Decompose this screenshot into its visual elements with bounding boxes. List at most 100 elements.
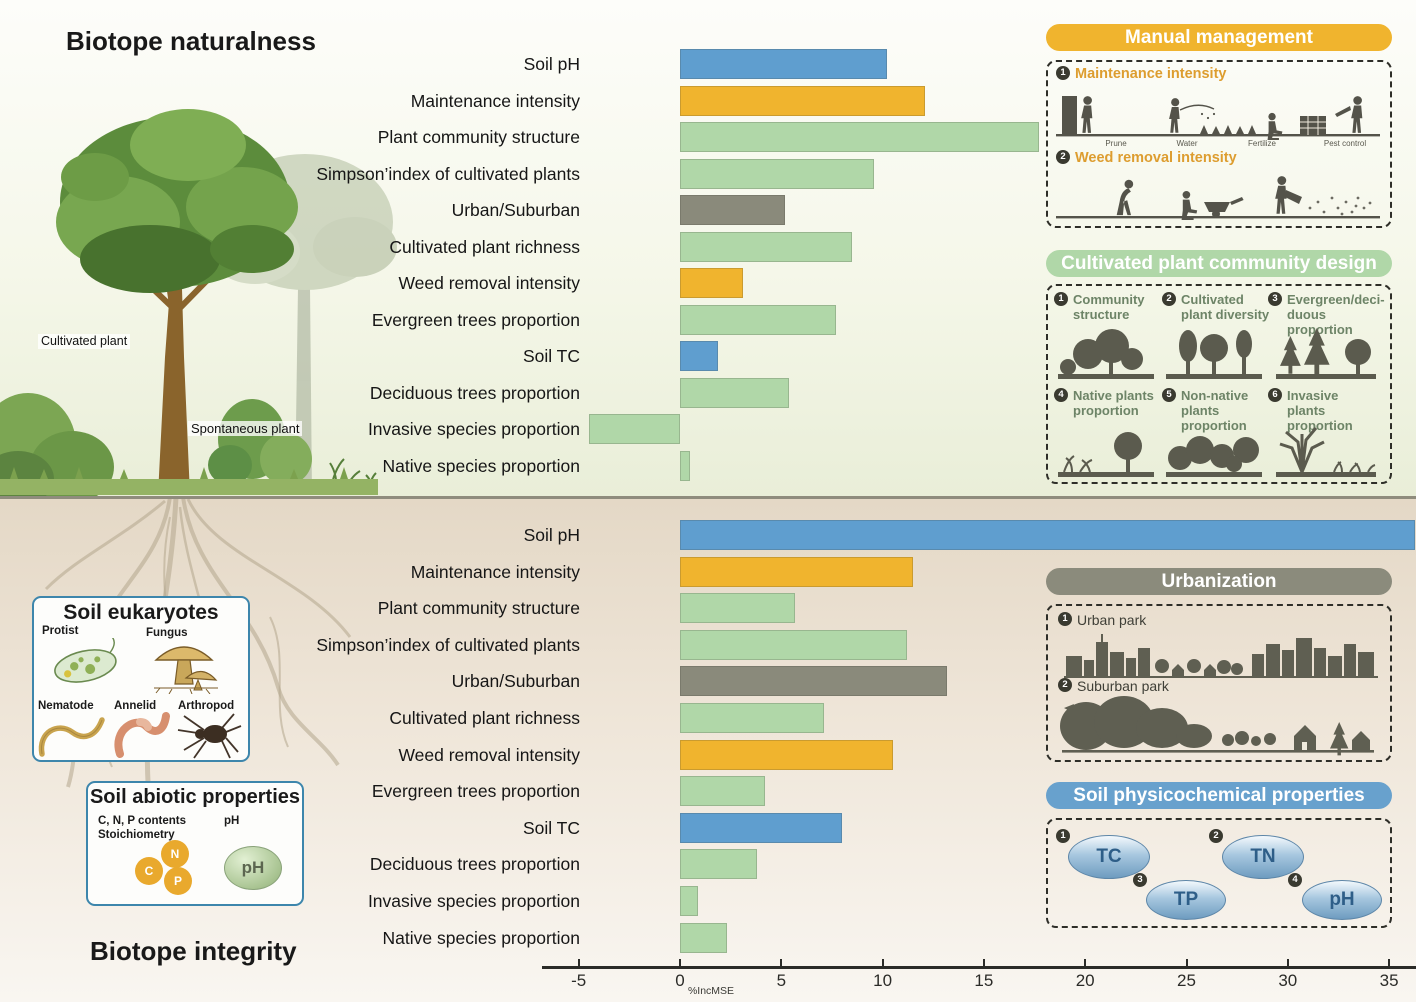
bar-soil-tc: [680, 812, 843, 843]
bar-category-label: Deciduous trees proportion: [369, 382, 580, 403]
design-item-label: Community structure: [1073, 292, 1145, 322]
native-plants-icon: [1058, 432, 1154, 477]
stoichiometry-label: Stoichiometry: [98, 829, 175, 841]
design-item-invasive-plants: 6 Invasive plants proportion: [1268, 388, 1386, 433]
design-item-community-structure: 1 Community structure: [1054, 292, 1172, 322]
axis-tick-mark: [881, 959, 884, 966]
manual-item-weed-removal: 2 Weed removal intensity: [1056, 150, 1237, 166]
design-item-native-plants: 4 Native plants proportion: [1054, 388, 1172, 418]
bar-urban-suburban: [680, 666, 948, 697]
weed-removal-silhouette-illustration: [1056, 176, 1380, 220]
cultivated-diversity-icon: [1166, 330, 1262, 379]
bar-invasive-species-proportion: [680, 886, 699, 916]
chem-ellipse-ph: pH: [1302, 880, 1382, 920]
carbon-circle: C: [135, 857, 163, 885]
bar-cultivated-plant-richness: [680, 231, 853, 262]
bar-category-label: Invasive species proportion: [367, 891, 580, 911]
urban-item-suburban-park: 2 Suburban park: [1058, 678, 1169, 694]
manual-item-label: Maintenance intensity: [1075, 66, 1227, 82]
item-number-badge: 2: [1058, 678, 1072, 692]
title-biotope-integrity: Biotope integrity: [90, 936, 297, 966]
fungus-label: Fungus: [146, 627, 188, 639]
community-structure-icon: [1058, 329, 1154, 379]
design-item-label: Non-native plants proportion: [1181, 388, 1249, 433]
bar-category-label: Weed removal intensity: [398, 744, 580, 765]
axis-tick-mark: [1084, 959, 1087, 966]
axis-tick-mark: [577, 959, 580, 966]
bar-urban-suburban: [680, 195, 786, 225]
bar-category-label: Simpson’index of cultivated plants: [316, 163, 580, 184]
item-number-badge: 1: [1056, 66, 1070, 80]
panel-header-plant-community-design: Cultivated plant community design: [1046, 250, 1392, 277]
soil-eukaryotes-title: Soil eukaryotes: [63, 601, 219, 624]
title-biotope-naturalness: Biotope naturalness: [66, 26, 316, 56]
axis-tick-label: 20: [1075, 971, 1095, 990]
bar-weed-removal-intensity: [680, 268, 743, 298]
urban-item-label: Urban park: [1077, 612, 1147, 628]
annelid-label: Annelid: [114, 700, 157, 712]
evergreen-deciduous-icon: [1276, 328, 1376, 379]
bar-category-label: Native species proportion: [382, 455, 580, 476]
nematode-label: Nematode: [38, 700, 94, 712]
axis-tick-label: 15: [974, 971, 994, 990]
bar-category-label: Weed removal intensity: [398, 273, 580, 293]
bar-weed-removal-intensity: [680, 739, 893, 770]
bar-simpson-index-of-cultivated-plants: [680, 629, 907, 660]
caption-prune: Prune: [1105, 139, 1127, 148]
arthropod-icon: [177, 713, 242, 759]
suburban-park-illustration: [1060, 696, 1374, 756]
annelid-icon: [114, 712, 170, 758]
axis-tick-label: -5: [571, 971, 587, 990]
bar-soil-ph: [680, 49, 887, 79]
trees-illustration: [0, 109, 397, 497]
bar-category-label: Soil pH: [523, 54, 580, 74]
panel-header-soil-physicochemical: Soil physicochemical properties: [1046, 782, 1392, 809]
panel-box-manual-management: [1046, 60, 1392, 228]
axis-tick-mark: [780, 959, 783, 966]
bar-category-label: Evergreen trees proportion: [371, 309, 580, 330]
soil-abiotic-title: Soil abiotic properties: [89, 786, 301, 808]
bar-category-label: Urban/Suburban: [451, 200, 580, 220]
axis-tick-mark: [679, 959, 681, 966]
item-number-badge: 4: [1288, 873, 1302, 887]
bar-evergreen-trees-proportion: [680, 776, 766, 807]
caption-fertilize: Fertilize: [1247, 139, 1276, 148]
item-number-badge: 3: [1133, 873, 1147, 887]
x-axis-line: [542, 966, 1416, 969]
bar-plant-community-structure: [680, 593, 796, 624]
bar-category-label: Maintenance intensity: [410, 561, 580, 582]
axis-tick-mark: [1185, 959, 1188, 966]
cultivated-plant-label: Cultivated plant: [38, 334, 131, 349]
bar-soil-tc: [680, 341, 719, 371]
bar-deciduous-trees-proportion: [680, 849, 757, 880]
axis-tick-label: 10: [873, 971, 893, 990]
manual-item-maintenance: 1 Maintenance intensity: [1056, 66, 1226, 82]
phosphorus-circle: P: [164, 867, 192, 895]
bar-category-label: Soil TC: [522, 346, 580, 366]
manual-item-label: Weed removal intensity: [1075, 150, 1237, 166]
bar-category-label: Soil pH: [523, 525, 580, 545]
item-number-badge: 3: [1268, 292, 1282, 306]
ground-divider: [0, 496, 1416, 499]
bar-native-species-proportion: [680, 922, 727, 953]
x-axis-label: %IncMSE: [687, 985, 735, 997]
bar-plant-community-structure: [680, 122, 1039, 152]
fungus-icon: [154, 646, 218, 694]
caption-water: Water: [1176, 139, 1198, 148]
design-item-non-native-plants: 5 Non-native plants proportion: [1162, 388, 1280, 433]
axis-tick-label: 30: [1278, 971, 1298, 990]
bar-invasive-species-proportion: [588, 414, 680, 444]
panel-box-plant-community-design: [1046, 284, 1392, 484]
axis-tick-label: 5: [776, 971, 787, 990]
bar-category-label: Invasive species proportion: [367, 419, 580, 439]
bar-soil-ph: [680, 520, 1416, 550]
item-number-badge: 5: [1162, 388, 1176, 402]
panel-header-urbanization: Urbanization: [1046, 568, 1392, 595]
urban-item-urban-park: 1 Urban park: [1058, 612, 1146, 628]
protist-label: Protist: [42, 625, 79, 637]
design-item-cultivated-diversity: 2 Cultivated plant diversity: [1162, 292, 1280, 322]
urban-item-label: Suburban park: [1077, 678, 1169, 694]
bar-category-label: Native species proportion: [382, 927, 580, 948]
item-number-badge: 2: [1209, 829, 1223, 843]
